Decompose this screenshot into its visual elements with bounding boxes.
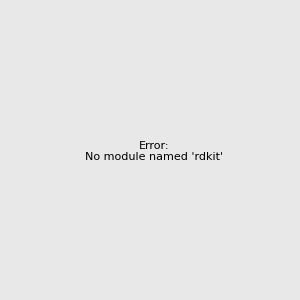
Text: Error:
No module named 'rdkit': Error: No module named 'rdkit' (85, 141, 223, 162)
